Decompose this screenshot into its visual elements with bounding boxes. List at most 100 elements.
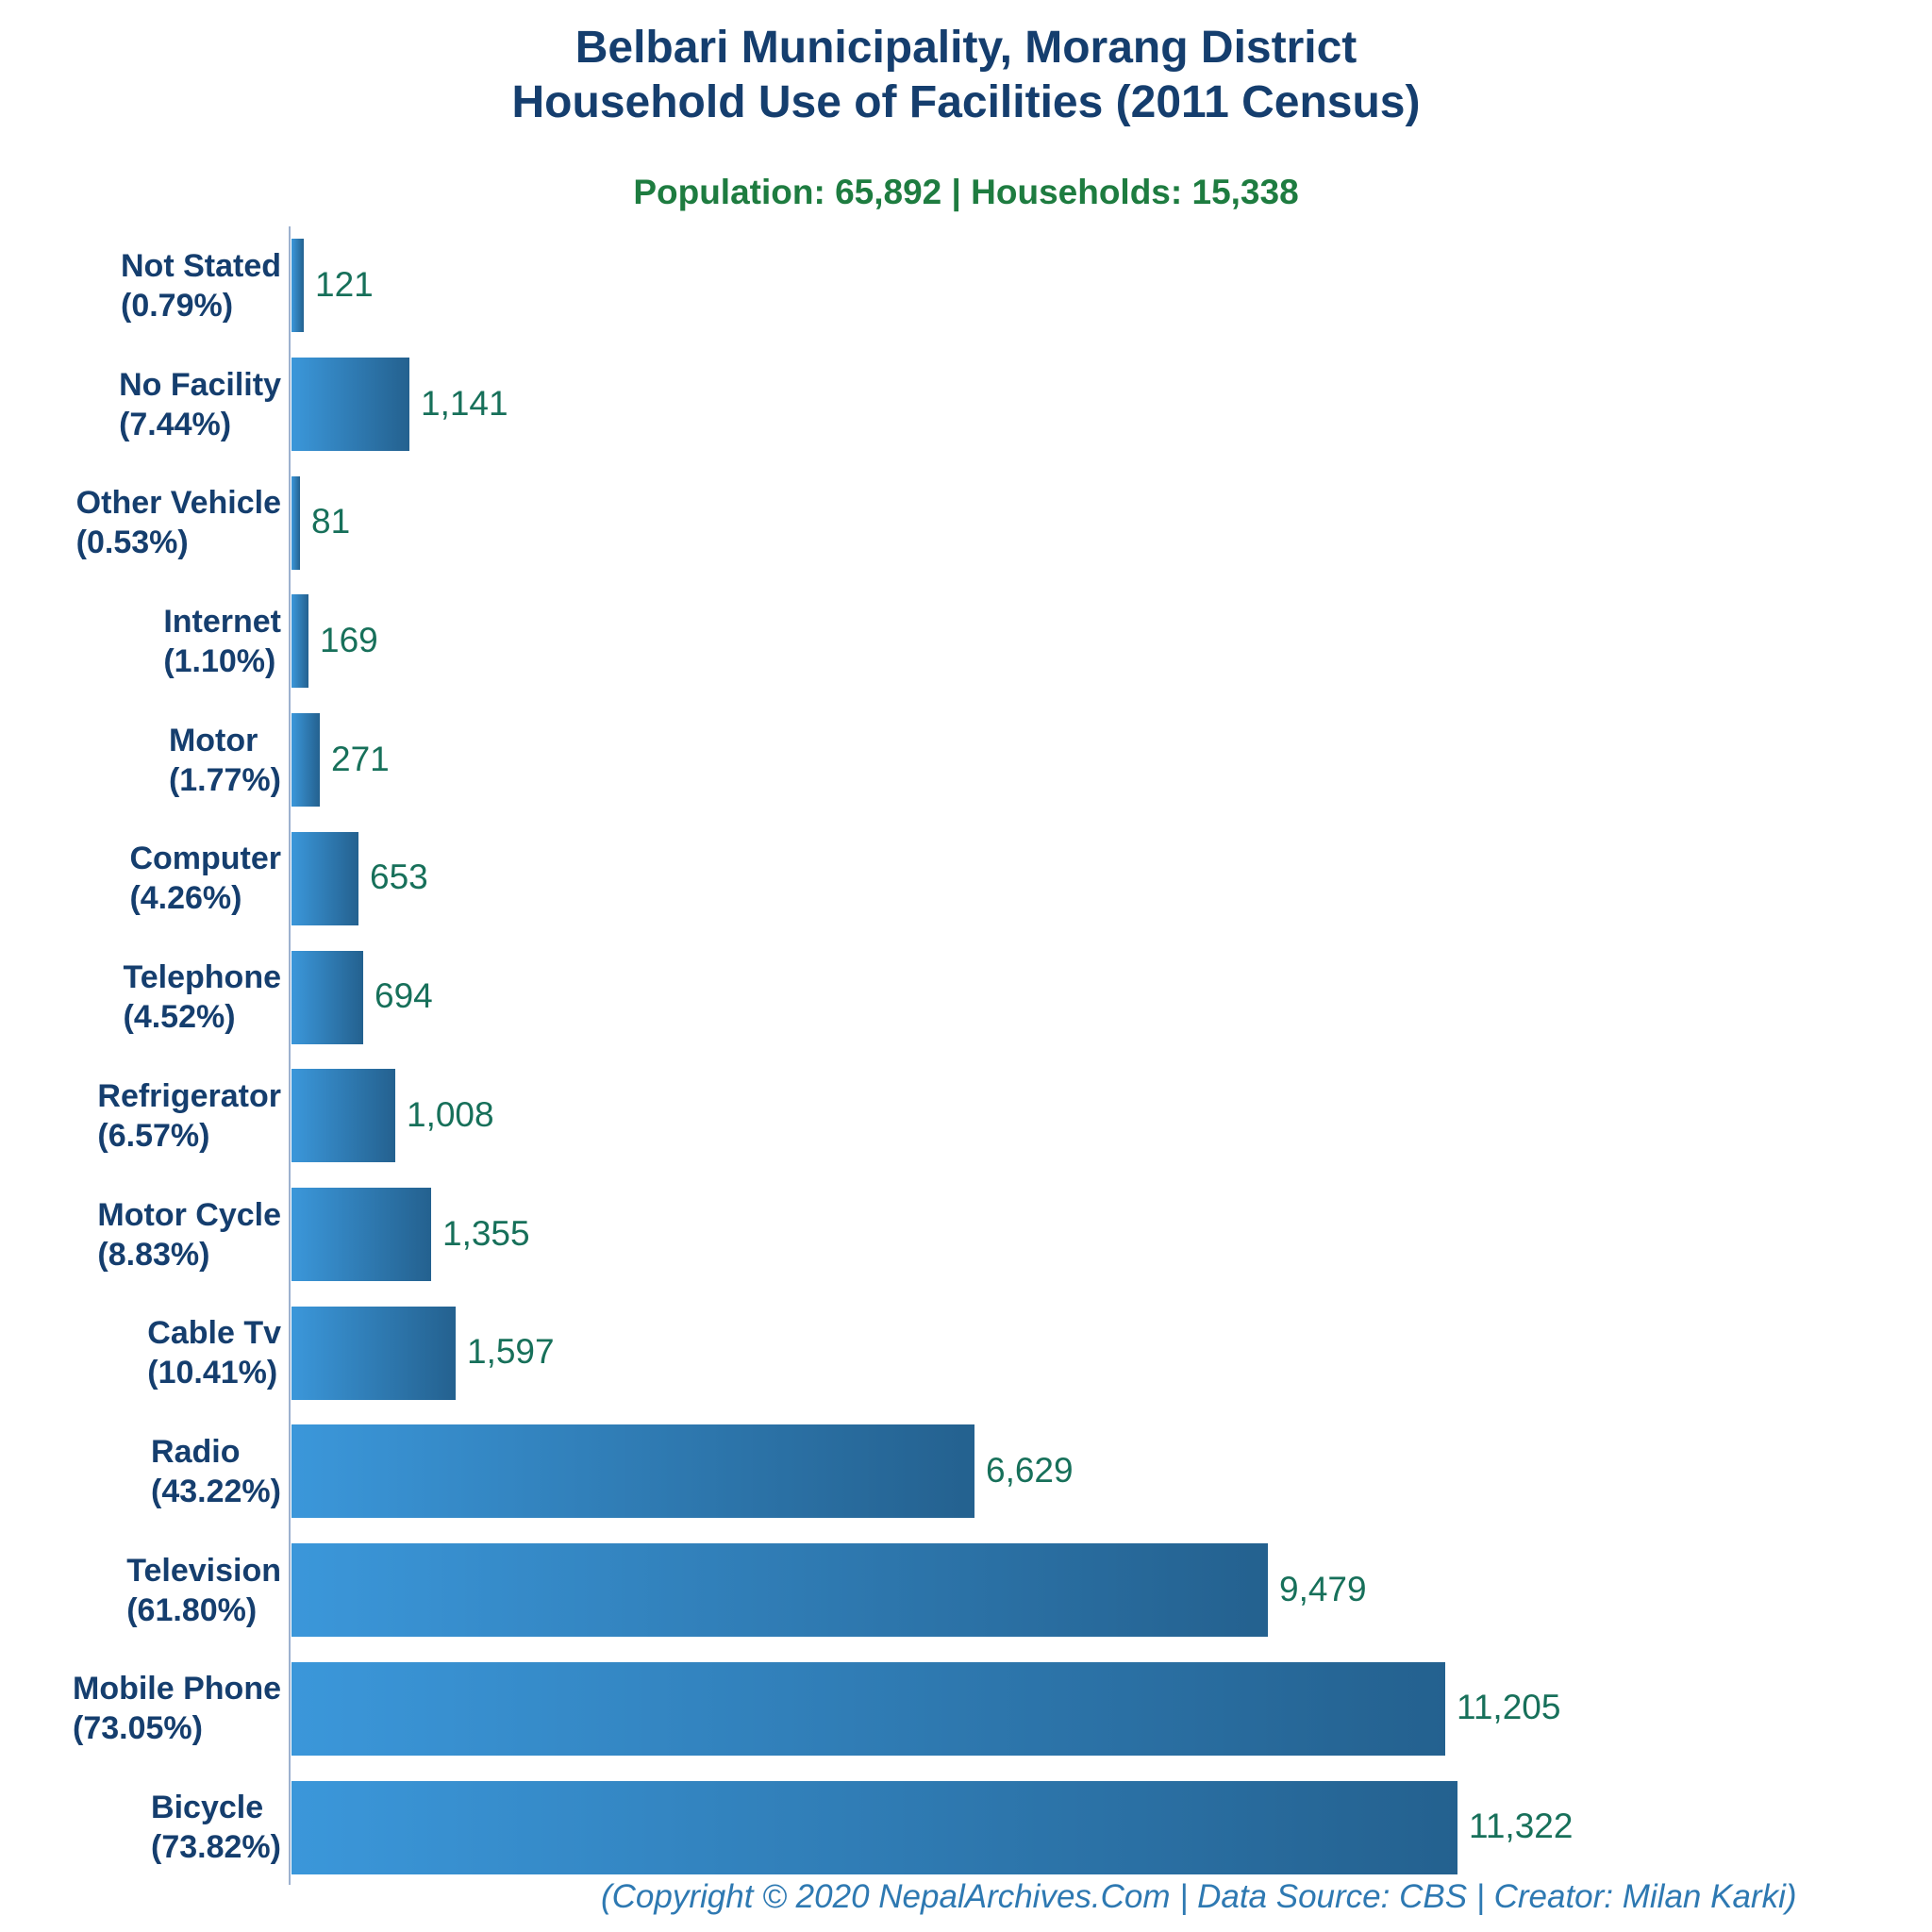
chart-row: No Facility (7.44%) 1,141 — [0, 345, 1932, 464]
category-label: Radio (43.22%) — [0, 1412, 281, 1531]
chart-title-line2: Household Use of Facilities (2011 Census… — [511, 77, 1421, 127]
category-label-text: Telephone (4.52%) — [124, 958, 282, 1037]
bar — [291, 713, 320, 808]
bar-chart: Not Stated (0.79%) 121 No Facility (7.44%) 1,… — [0, 226, 1932, 1887]
category-percent: (1.77%) — [168, 761, 281, 798]
value-label: 1,597 — [467, 1332, 555, 1372]
chart-row: Television (61.80%) 9,479 — [0, 1531, 1932, 1650]
category-label: Mobile Phone (73.05%) — [0, 1650, 281, 1769]
bar — [291, 1661, 1445, 1756]
category-label-text: Mobile Phone (73.05%) — [73, 1669, 281, 1748]
category-name: Mobile Phone — [73, 1671, 281, 1707]
category-name: Motor — [168, 722, 258, 758]
category-label-text: Other Vehicle (0.53%) — [76, 483, 281, 562]
chart-title: Belbari Municipality, Morang District Ho… — [0, 21, 1932, 130]
bar — [291, 1069, 395, 1163]
category-name: Bicycle — [151, 1790, 264, 1826]
category-name: Not Stated — [121, 247, 281, 284]
chart-row: Telephone (4.52%) 694 — [0, 938, 1932, 1057]
category-label: No Facility (7.44%) — [0, 345, 281, 464]
category-percent: (73.05%) — [73, 1710, 203, 1747]
category-label: Motor Cycle (8.83%) — [0, 1175, 281, 1294]
bar — [291, 831, 358, 925]
value-label: 121 — [315, 264, 374, 304]
chart-row: Motor Cycle (8.83%) 1,355 — [0, 1175, 1932, 1294]
category-percent: (43.22%) — [151, 1473, 281, 1509]
bar — [291, 475, 300, 570]
category-label-text: Motor Cycle (8.83%) — [97, 1195, 281, 1274]
bar — [291, 1543, 1268, 1638]
category-name: Computer — [129, 841, 281, 877]
category-label: Telephone (4.52%) — [0, 938, 282, 1057]
bar — [291, 358, 409, 452]
category-label-text: Computer (4.26%) — [129, 839, 281, 918]
chart-row: Mobile Phone (73.05%) 11,205 — [0, 1650, 1932, 1769]
value-label: 1,141 — [421, 383, 508, 423]
category-label-text: Not Stated (0.79%) — [121, 246, 281, 325]
value-label: 9,479 — [1279, 1569, 1367, 1608]
value-label: 653 — [370, 858, 428, 897]
category-percent: (0.79%) — [121, 287, 234, 324]
category-label: Internet (1.10%) — [0, 582, 281, 701]
bar — [291, 1306, 456, 1400]
category-name: Motor Cycle — [97, 1196, 281, 1233]
category-percent: (4.52%) — [123, 999, 236, 1036]
bar — [291, 950, 363, 1044]
chart-row: Cable Tv (10.41%) 1,597 — [0, 1293, 1932, 1412]
category-percent: (61.80%) — [126, 1591, 258, 1628]
chart-row: Motor (1.77%) 271 — [0, 701, 1932, 820]
category-label-text: Bicycle (73.82%) — [151, 1788, 281, 1867]
value-label: 6,629 — [986, 1450, 1074, 1490]
bar — [291, 594, 308, 689]
copyright-footer: (Copyright © 2020 NepalArchives.Com | Da… — [601, 1878, 1797, 1915]
chart-row: Radio (43.22%) 6,629 — [0, 1412, 1932, 1531]
category-percent: (1.10%) — [163, 642, 276, 679]
value-label: 694 — [375, 976, 433, 1016]
category-label: Motor (1.77%) — [0, 701, 281, 820]
bar — [291, 239, 304, 333]
category-percent: (73.82%) — [151, 1829, 281, 1866]
category-label-text: Radio (43.22%) — [151, 1432, 281, 1511]
y-axis-line — [289, 226, 291, 1885]
bar — [291, 1780, 1457, 1874]
chart-title-line1: Belbari Municipality, Morang District — [575, 23, 1357, 73]
category-percent: (0.53%) — [75, 525, 189, 561]
category-name: Radio — [151, 1433, 241, 1470]
value-label: 81 — [311, 502, 351, 541]
category-label: Cable Tv (10.41%) — [0, 1293, 281, 1412]
category-label: Other Vehicle (0.53%) — [0, 463, 281, 582]
category-label-text: Cable Tv (10.41%) — [147, 1313, 281, 1392]
value-label: 1,355 — [442, 1213, 530, 1253]
value-label: 11,322 — [1469, 1807, 1574, 1846]
category-label: Refrigerator (6.57%) — [0, 1057, 281, 1175]
category-name: Telephone — [123, 959, 282, 996]
category-percent: (10.41%) — [147, 1355, 278, 1391]
category-percent: (4.26%) — [129, 880, 242, 917]
chart-row: Other Vehicle (0.53%) 81 — [0, 463, 1932, 582]
category-label-text: Motor (1.77%) — [169, 721, 281, 800]
category-name: Cable Tv — [147, 1315, 281, 1352]
category-percent: (8.83%) — [97, 1236, 210, 1273]
value-label: 169 — [320, 620, 378, 659]
category-label: Television (61.80%) — [0, 1531, 281, 1650]
category-percent: (7.44%) — [119, 406, 232, 442]
category-label: Bicycle (73.82%) — [0, 1768, 281, 1887]
category-label-text: No Facility (7.44%) — [119, 365, 281, 444]
category-label-text: Television (61.80%) — [126, 1551, 281, 1630]
category-name: Television — [126, 1552, 281, 1589]
chart-row: Internet (1.10%) 169 — [0, 582, 1932, 701]
bar — [291, 1188, 431, 1282]
category-label: Computer (4.26%) — [0, 820, 281, 939]
chart-row: Not Stated (0.79%) 121 — [0, 226, 1932, 345]
chart-row: Computer (4.26%) 653 — [0, 820, 1932, 939]
chart-subtitle: Population: 65,892 | Households: 15,338 — [633, 173, 1299, 211]
category-percent: (6.57%) — [97, 1117, 210, 1154]
bar — [291, 1424, 974, 1519]
chart-row: Bicycle (73.82%) 11,322 — [0, 1768, 1932, 1887]
category-name: Internet — [163, 603, 281, 640]
category-label-text: Internet (1.10%) — [163, 602, 281, 681]
category-label-text: Refrigerator (6.57%) — [97, 1076, 281, 1156]
value-label: 1,008 — [407, 1094, 494, 1134]
chart-row: Refrigerator (6.57%) 1,008 — [0, 1057, 1932, 1175]
